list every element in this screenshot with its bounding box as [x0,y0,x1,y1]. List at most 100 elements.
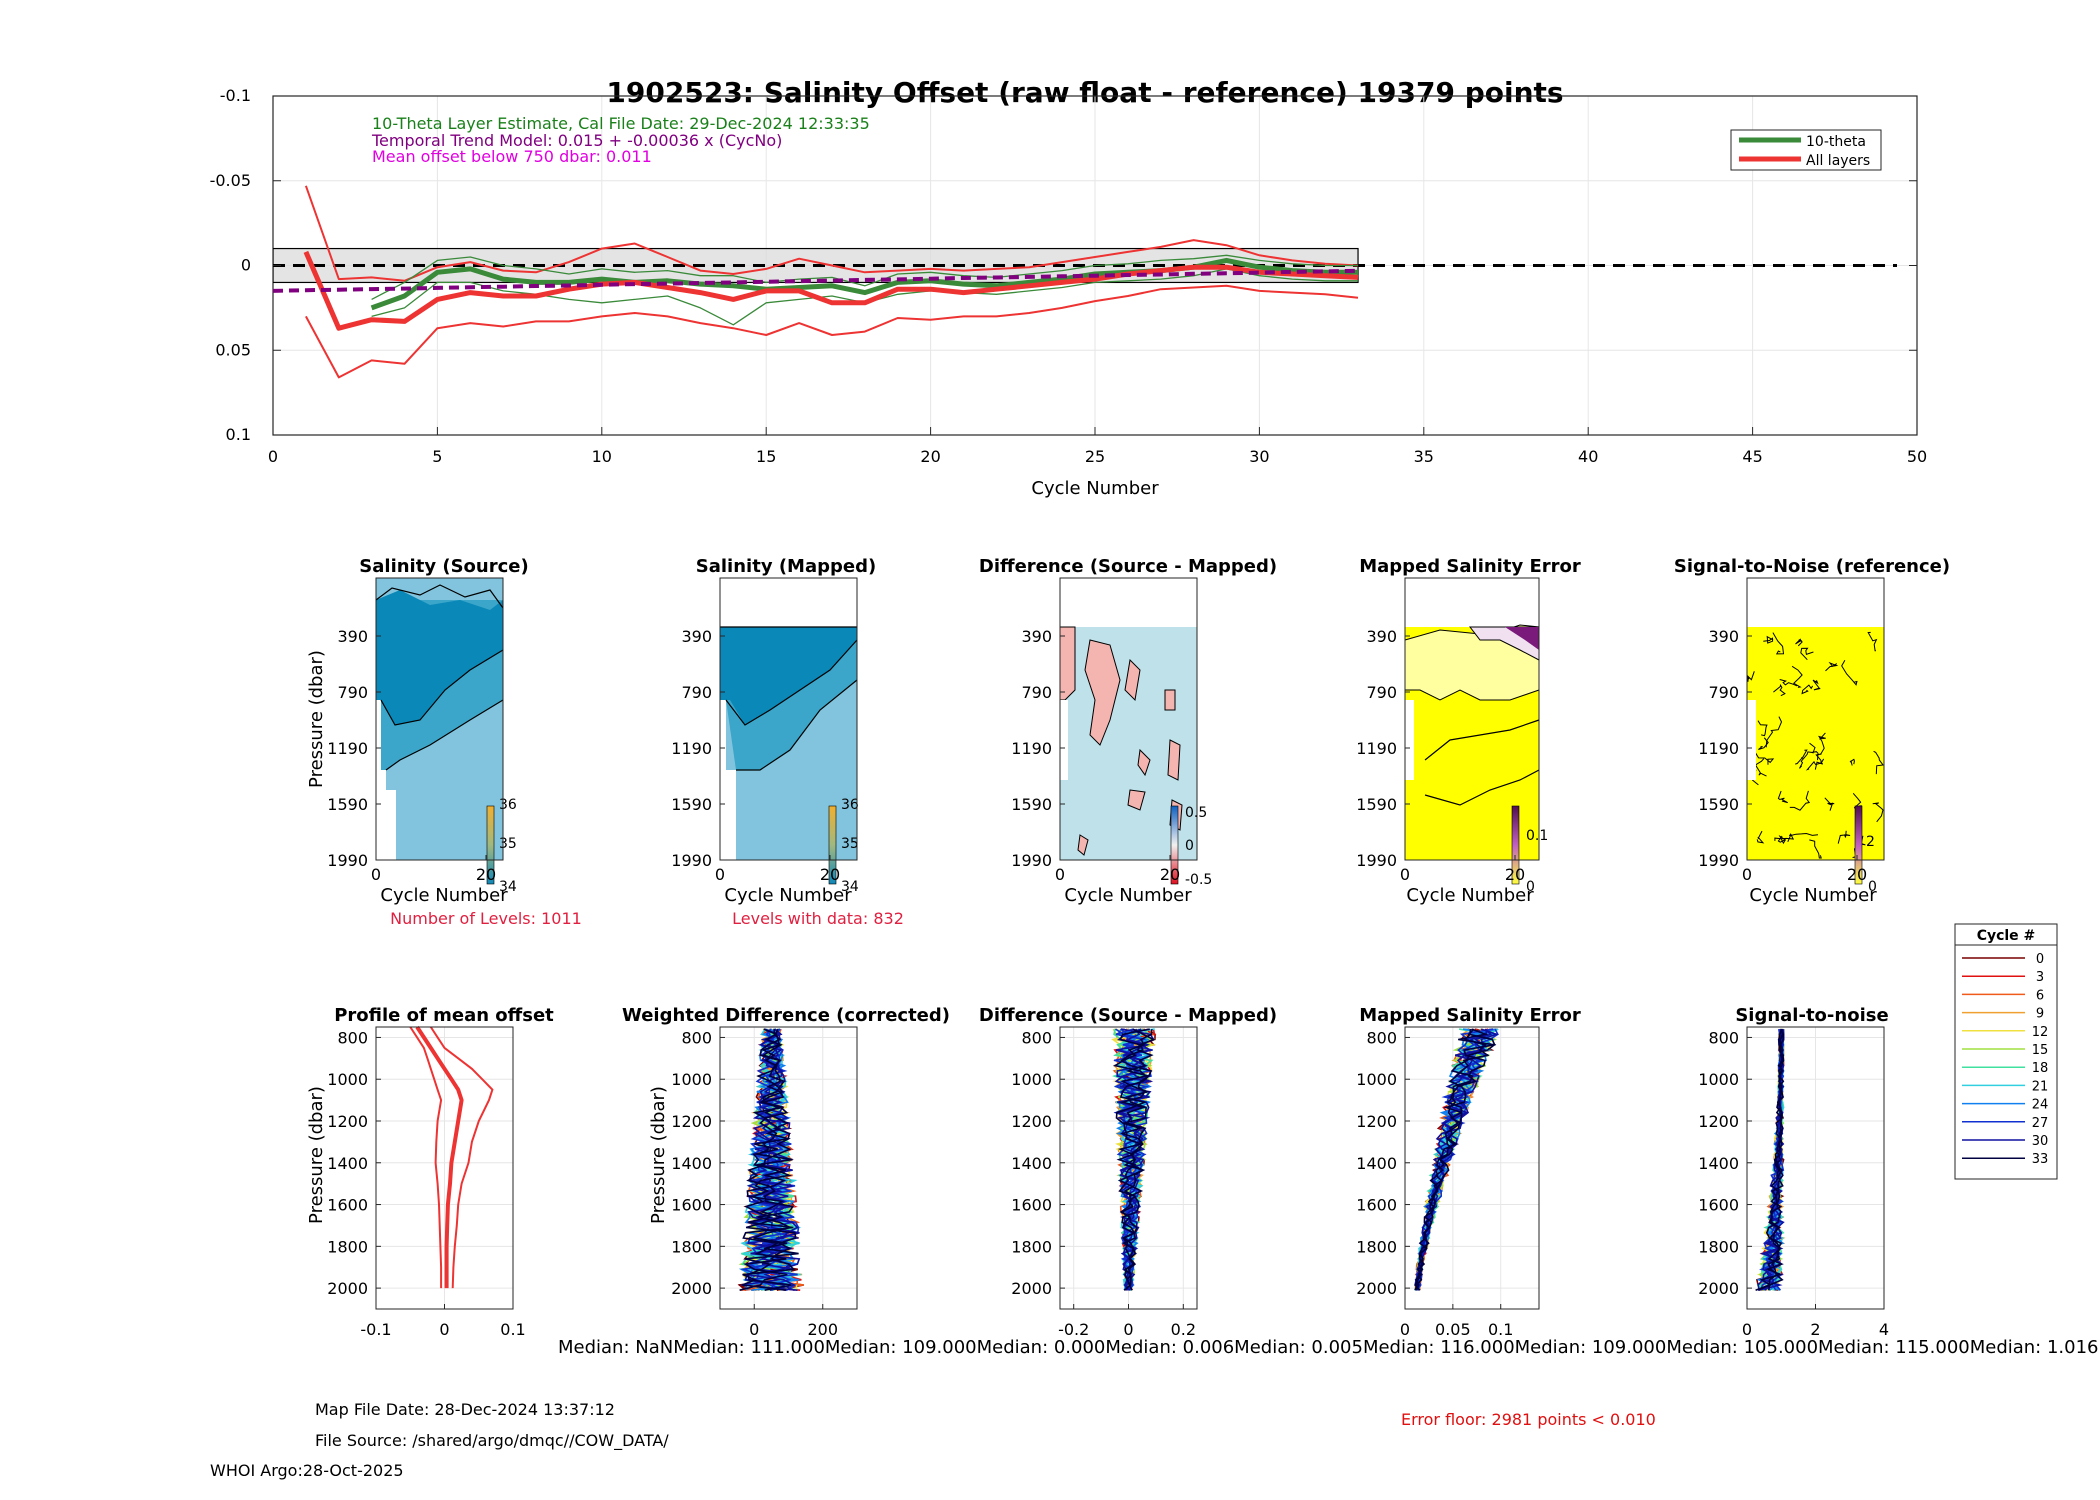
panel-snr-reference: Signal-to-Noise (reference) 2 0 Cycle Nu… [1674,556,1950,906]
median-row: Median: NaNMedian: 111.000Median: 109.00… [558,1337,2100,1358]
cb-label-top: 36 [499,797,517,813]
axes-box [375,1026,514,1310]
panel-title-difference: Difference (Source - Mapped) [979,556,1277,577]
series-line-all-layers-lower [305,284,1359,379]
profile-cycle-line [1755,1028,1785,1291]
profile-cycle-line [1768,1029,1785,1291]
snr-missing-data [1747,700,1756,780]
y-tick-label: 1000 [1698,1070,1739,1089]
top-series [273,185,1359,379]
y-tick-label: 790 [337,683,368,702]
cb-label-top: 2 [1866,834,1875,850]
x-tick-label: 20 [1160,865,1180,884]
snr-contour [1809,839,1822,859]
profile-cycle-line [742,1028,797,1291]
y-tick-label: 800 [337,1028,368,1047]
cycle-legend-title: Cycle # [1977,928,2036,944]
y-tick-label: 1200 [671,1112,712,1131]
cycle-legend-label: 9 [2036,1007,2044,1022]
diff-positive-patch [1164,689,1176,711]
error-contour-line [1424,719,1540,761]
cycle-legend-label: 15 [2032,1043,2049,1058]
theta-layer-note: 10-Theta Layer Estimate, Cal File Date: … [372,114,870,133]
cycle-legend-label: 18 [2032,1061,2049,1076]
snr-contour [1873,750,1884,775]
profile-title-difference: Difference (Source - Mapped) [979,1005,1277,1026]
error-floor-note: Error floor: 2981 points < 0.010 [1401,1410,1656,1429]
profile-title-error: Mapped Salinity Error [1359,1005,1581,1026]
profile-cycle-line [1414,1028,1497,1291]
snr-contour [1799,751,1814,769]
salinity-source-contour-3 [385,699,504,771]
y-tick-label: 390 [337,627,368,646]
top-x-ticks: 0 5 10 15 20 25 30 35 40 45 50 [268,427,1927,466]
y-tick-label: 790 [1021,683,1052,702]
error-high-patch [1505,627,1539,650]
diff-positive-patch [1059,626,1076,701]
panel-title-salinity-source: Salinity (Source) [359,556,528,577]
snr-contour [1812,679,1821,691]
x-tick-label: 0 [749,1320,759,1339]
panel-salinity-source: Salinity (Source) 36 35 34 Cycle Number … [306,556,582,928]
y-tick-label: 2000 [1698,1279,1739,1298]
y-tick-label: 0.1 [226,425,251,444]
y-tick-label: 1200 [327,1112,368,1131]
panel-xlabel: Cycle Number [380,885,508,906]
x-tick-label: 35 [1414,447,1434,466]
y-tick-label: 1400 [327,1154,368,1173]
panel-salinity-mapped: Salinity (Mapped) 36 35 34 Cycle Number … [696,556,904,928]
y-tick-label: 790 [1366,683,1397,702]
axes-box [1404,1026,1540,1310]
y-tick-label: 1990 [1011,851,1052,870]
cycle-legend-box [1954,923,2058,1180]
cycle-legend-entries: 0 3 6 9 12 15 18 21 24 27 30 33 [1962,952,2048,1167]
series-line-all-layers-upper [304,185,1359,282]
y-tick-label: 790 [681,683,712,702]
cycle-legend-label: 21 [2032,1079,2049,1094]
mean-offset-mean [415,1025,464,1289]
snr-contour [1867,631,1878,652]
x-tick-label: 5 [432,447,442,466]
x-tick-label: 0.1 [1488,1320,1513,1339]
y-tick-label: 1400 [1011,1154,1052,1173]
cb-label-top: 36 [841,797,859,813]
cb-label-bottom: -0.5 [1185,872,1212,888]
x-tick-label: 0.2 [1171,1320,1196,1339]
y-tick-label: -0.1 [220,86,251,105]
cb-label-top: 0.5 [1185,805,1207,821]
y-tick-label: 1990 [1698,851,1739,870]
panel-xlabel: Cycle Number [724,885,852,906]
y-tick-label: 1590 [671,795,712,814]
y-tick-label: 1400 [671,1154,712,1173]
salinity-source-contour-2 [380,649,504,726]
snr-contour [1777,790,1788,804]
y-tick-label: 1800 [1356,1237,1397,1256]
x-tick-label: 45 [1742,447,1762,466]
profile-cycle-line [1119,1028,1156,1291]
y-tick-label: 1190 [327,739,368,758]
whoi-argo-date: WHOI Argo:28-Oct-2025 [210,1461,404,1480]
diff-positive-patch [1077,834,1089,856]
diff-positive-patch [1124,658,1141,702]
cb-label-bottom: 0 [1868,879,1877,895]
snr-contour [1777,834,1787,845]
x-tick-label: 0 [1742,865,1752,884]
x-tick-label: 10 [592,447,612,466]
panel-xlabel: Cycle Number [1064,885,1192,906]
cb-label-mid: 35 [499,836,517,852]
snr-contour [1758,737,1769,750]
snr-contour [1841,660,1858,686]
snr-contour [1789,790,1811,811]
profile-cycle-line [739,1028,794,1291]
profile-title-snr: Signal-to-noise [1735,1005,1888,1026]
cycle-legend-label: 12 [2032,1025,2049,1040]
profile-panels-row: Profile of mean offset Weighted Differen… [306,1005,1889,1339]
y-tick-label: 1590 [1011,795,1052,814]
top-title: 1902523: Salinity Offset (raw float - re… [606,76,1563,109]
y-tick-label: 1800 [1698,1237,1739,1256]
x-tick-label: 0 [1123,1320,1133,1339]
cb-label-bottom: 0 [1526,879,1535,895]
profile-cycle-line [1415,1028,1496,1291]
y-tick-label: 390 [1366,627,1397,646]
